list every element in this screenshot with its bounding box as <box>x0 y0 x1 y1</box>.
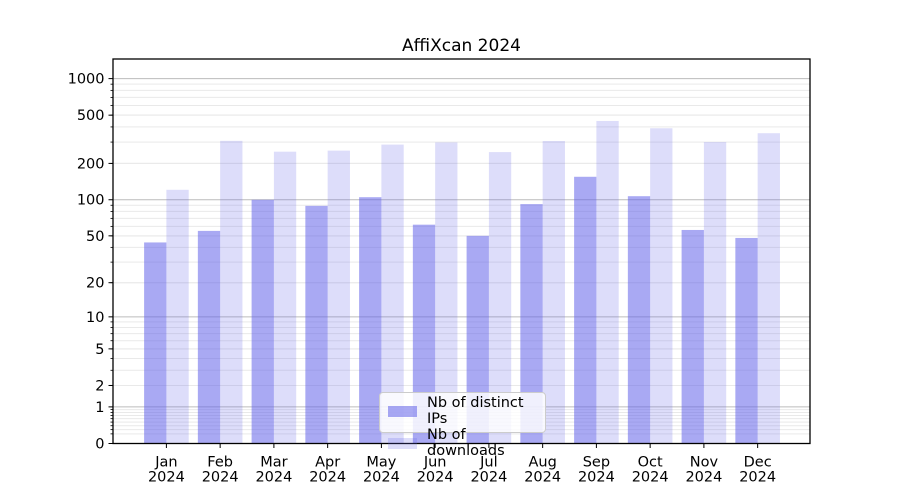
y-tick-label: 10 <box>86 310 104 326</box>
y-tick-label: 1000 <box>68 72 105 88</box>
x-tick-label: Nov 2024 <box>685 455 722 486</box>
bar-distinct-ips-jul <box>466 235 489 444</box>
bar-distinct-ips-nov <box>681 229 704 444</box>
x-tick-label: May 2024 <box>363 455 400 486</box>
bar-downloads-oct <box>650 128 673 444</box>
x-tick-label: Oct 2024 <box>632 455 669 486</box>
x-tick-label: Aug 2024 <box>524 455 561 486</box>
bar-distinct-ips-apr <box>305 205 328 444</box>
legend-swatch-distinct-ips <box>388 405 417 417</box>
bar-distinct-ips-may <box>359 197 382 444</box>
bar-downloads-jul <box>488 152 512 444</box>
bar-downloads-jan <box>166 189 189 444</box>
y-tick-label: 100 <box>77 193 105 209</box>
y-tick-label: 5 <box>95 342 104 358</box>
x-tick-label: Jan 2024 <box>148 455 185 486</box>
x-tick-label: Jun 2024 <box>417 455 454 486</box>
x-tick-label: Mar 2024 <box>255 455 292 486</box>
y-tick-label: 1 <box>95 400 104 416</box>
bar-distinct-ips-feb <box>197 230 221 444</box>
x-tick-label: Jul 2024 <box>470 455 507 486</box>
legend-swatch-downloads <box>388 437 417 449</box>
bar-downloads-feb <box>220 140 243 444</box>
x-tick-label: Dec 2024 <box>739 455 776 486</box>
bar-downloads-aug <box>542 141 565 444</box>
y-tick-label: 20 <box>86 276 104 292</box>
x-tick-label: Apr 2024 <box>309 455 346 486</box>
legend-label-downloads: Nb of downloads <box>427 427 505 459</box>
bar-distinct-ips-sep <box>574 176 597 444</box>
x-tick-label: Feb 2024 <box>202 455 239 486</box>
bar-distinct-ips-oct <box>627 196 651 444</box>
bar-downloads-sep <box>596 120 619 444</box>
legend-item-downloads: Nb of downloads <box>388 427 537 459</box>
bar-downloads-dec <box>757 133 780 444</box>
y-tick-label: 50 <box>86 229 104 245</box>
legend: Nb of distinct IPs Nb of downloads <box>379 392 546 459</box>
bar-distinct-ips-aug <box>520 204 543 444</box>
bar-downloads-mar <box>273 151 297 444</box>
bar-downloads-nov <box>703 142 727 444</box>
x-tick-label: Sep 2024 <box>578 455 615 486</box>
bar-distinct-ips-jan <box>144 242 167 444</box>
bar-downloads-apr <box>327 150 350 444</box>
y-tick-label: 0 <box>95 437 104 453</box>
y-tick-label: 500 <box>77 108 105 124</box>
y-tick-label: 200 <box>77 156 105 172</box>
axes-frame <box>112 58 811 445</box>
chart-title: AffiXcan 2024 <box>402 36 521 56</box>
legend-item-distinct-ips: Nb of distinct IPs <box>388 395 537 427</box>
y-tick-label: 2 <box>95 378 104 394</box>
bar-downloads-jun <box>435 142 458 444</box>
bar-distinct-ips-mar <box>251 199 274 444</box>
legend-label-distinct-ips: Nb of distinct IPs <box>427 395 524 427</box>
bar-distinct-ips-dec <box>735 237 758 444</box>
bar-downloads-may <box>381 144 404 444</box>
bar-distinct-ips-jun <box>412 224 436 444</box>
